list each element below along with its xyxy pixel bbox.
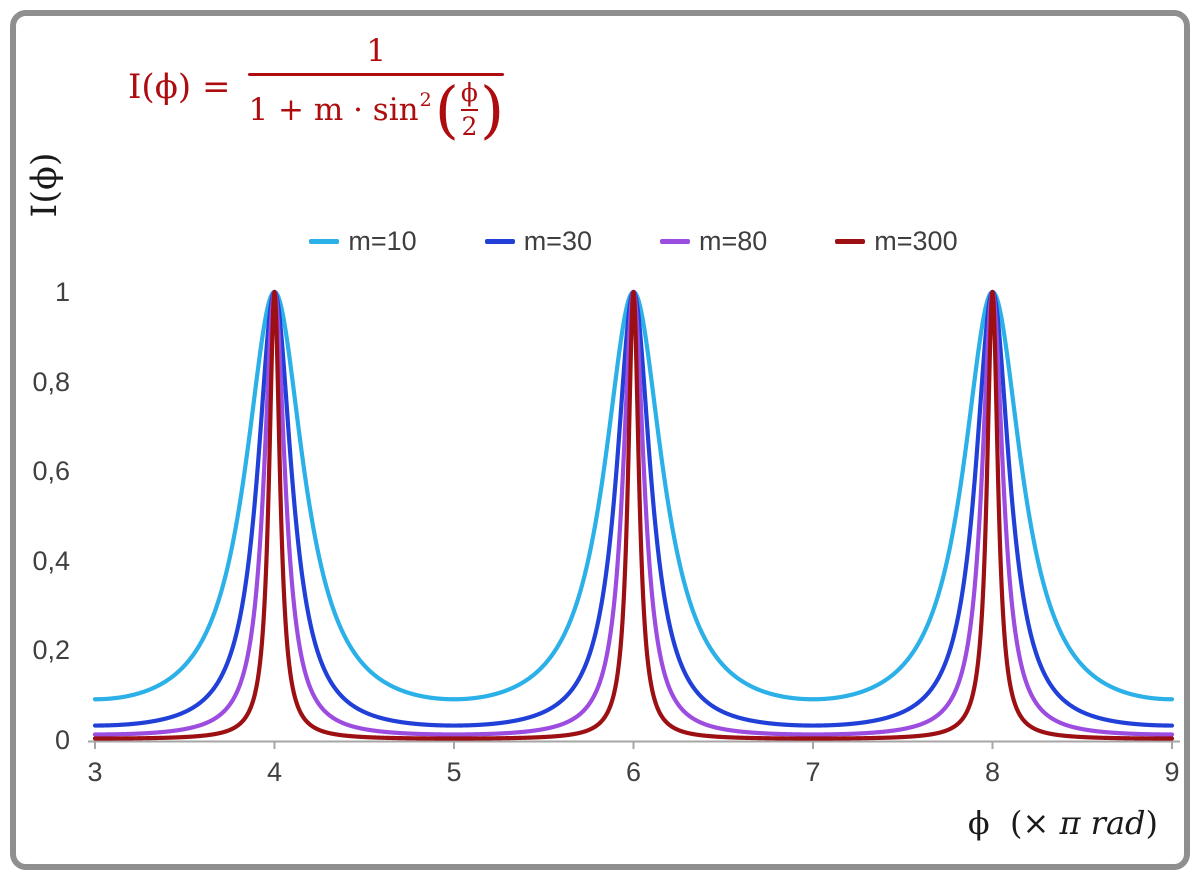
x-label-close: ) [1145, 804, 1158, 842]
ytick-label: 0 [54, 725, 70, 755]
legend-label: m=80 [698, 226, 768, 256]
xtick-label: 8 [984, 757, 1001, 787]
x-label-pi-rad: π rad [1059, 804, 1146, 842]
legend-swatch [309, 239, 340, 244]
legend-label: m=10 [348, 226, 417, 256]
den-exponent: 2 [419, 89, 432, 112]
series-m30 [92, 289, 1175, 728]
legend-item-m80: m=80 [659, 226, 768, 257]
legend-swatch [659, 239, 690, 244]
series-m300 [92, 289, 1175, 741]
legend-item-m30: m=30 [484, 226, 592, 257]
inner-denominator: 2 [461, 111, 478, 141]
formula: I(ϕ) = 1 1 + m · sin 2 ( ϕ 2 ) [128, 33, 505, 146]
ytick-label: 0,6 [32, 456, 70, 487]
x-label-phi: ϕ [967, 804, 990, 842]
legend-item-m10: m=10 [309, 226, 417, 257]
fraction-bar [248, 72, 505, 76]
ytick-label: 0,4 [32, 545, 70, 576]
x-axis-label: ϕ (× π rad) [968, 804, 1158, 842]
ytick-label: 1 [54, 277, 70, 307]
series-m80 [92, 289, 1175, 737]
formula-numerator: 1 [366, 33, 387, 69]
inner-fraction: ϕ 2 [460, 78, 478, 141]
legend-label: m=30 [523, 226, 592, 256]
formula-lhs: I(ϕ) = [128, 67, 231, 108]
formula-denominator: 1 + m · sin 2 ( ϕ 2 ) [248, 72, 505, 146]
y-axis-label: I(ϕ) [25, 152, 65, 218]
legend: m=10 m=30 m=80 m=300 [95, 226, 1172, 257]
close-paren: ) [479, 72, 505, 146]
inner-numerator: ϕ [460, 78, 478, 108]
inner-fraction-bar [460, 108, 478, 111]
xtick-label: 5 [446, 757, 462, 787]
xtick-label: 7 [805, 757, 821, 787]
xtick-label: 6 [625, 757, 642, 787]
formula-fraction: 1 1 + m · sin 2 ( ϕ 2 ) [248, 33, 505, 146]
ytick-label: 0,2 [32, 635, 70, 666]
xtick-label: 4 [266, 757, 283, 787]
x-label-open: (× [989, 804, 1060, 842]
legend-swatch [484, 239, 515, 244]
ytick-label: 0,8 [32, 366, 70, 397]
legend-label: m=300 [874, 226, 958, 256]
xtick-label: 9 [1164, 757, 1180, 787]
xtick-label: 3 [87, 757, 103, 787]
open-paren: ( [434, 72, 459, 146]
legend-item-m300: m=300 [835, 226, 958, 257]
den-prefix: 1 + m · sin [248, 91, 419, 128]
legend-swatch [835, 239, 866, 244]
